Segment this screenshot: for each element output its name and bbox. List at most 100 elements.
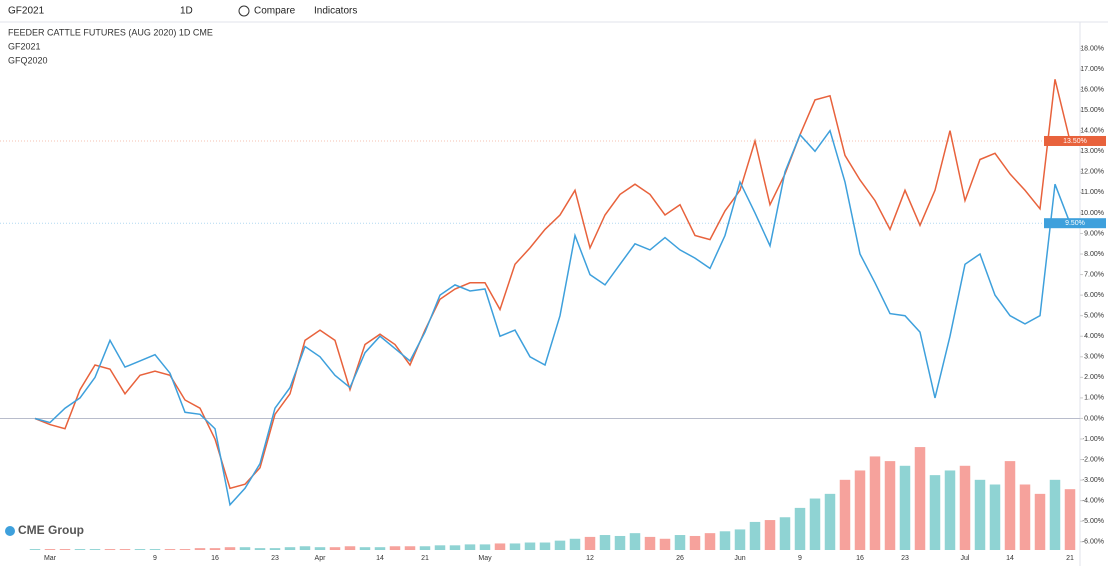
y-tick-label: 7.00% — [1084, 271, 1104, 278]
volume-bar — [764, 520, 776, 550]
volume-bar — [584, 536, 596, 550]
y-tick-label: -1.00% — [1082, 436, 1104, 443]
x-tick-label: 9 — [153, 555, 157, 562]
volume-bar — [389, 546, 401, 550]
y-tick-label: -6.00% — [1082, 539, 1104, 546]
y-tick-label: 13.00% — [1080, 148, 1104, 155]
volume-bar — [839, 479, 851, 550]
x-tick-label: 23 — [271, 555, 279, 562]
x-tick-label: Jul — [961, 555, 970, 562]
indicators[interactable]: Indicators — [314, 6, 357, 17]
interval[interactable]: 1D — [180, 6, 193, 17]
y-tick-label: -3.00% — [1082, 477, 1104, 484]
volume-bar — [914, 447, 926, 550]
volume-bar — [824, 493, 836, 550]
compare[interactable]: Compare — [254, 6, 296, 17]
volume-bar — [299, 546, 311, 550]
x-tick-label: 14 — [1006, 555, 1014, 562]
volume-bar — [539, 542, 551, 550]
volume-bar — [479, 544, 491, 550]
x-tick-label: 16 — [211, 555, 219, 562]
x-tick-label: 21 — [421, 555, 429, 562]
volume-bar — [779, 517, 791, 550]
x-tick-label: Mar — [44, 555, 57, 562]
volume-bar — [179, 549, 191, 550]
x-tick-label: 21 — [1066, 555, 1074, 562]
last-value-label: 9.50% — [1065, 220, 1085, 227]
volume-bar — [434, 545, 446, 550]
volume-bar — [209, 548, 221, 550]
volume-bar — [554, 540, 566, 550]
volume-bar — [1034, 493, 1046, 550]
y-tick-label: 5.00% — [1084, 313, 1104, 320]
volume-bar — [419, 546, 431, 550]
last-value-badge — [1044, 218, 1106, 229]
y-tick-label: 1.00% — [1084, 395, 1104, 402]
volume-bar — [614, 535, 626, 550]
y-tick-label: 11.00% — [1081, 189, 1104, 196]
volume-bar — [509, 543, 521, 550]
compare-icon[interactable] — [238, 5, 250, 17]
symbol[interactable]: GF2021 — [8, 6, 45, 17]
volume-bar — [119, 549, 131, 550]
x-tick-label: 16 — [856, 555, 864, 562]
volume-bar — [1004, 461, 1016, 550]
y-tick-label: 3.00% — [1084, 354, 1104, 361]
chart-title: FEEDER CATTLE FUTURES (AUG 2020) 1D CME — [8, 27, 213, 37]
volume-bar — [59, 549, 71, 550]
series-line — [34, 79, 1071, 490]
y-tick-label: 4.00% — [1084, 333, 1104, 340]
volume-bar — [284, 547, 296, 550]
volume-bar — [659, 538, 671, 550]
volume-bar — [164, 549, 176, 550]
volume-bar — [344, 546, 356, 550]
volume-bar — [899, 465, 911, 550]
volume-bar — [404, 546, 416, 550]
y-tick-label: 10.00% — [1080, 210, 1104, 217]
volume-bar — [974, 479, 986, 550]
y-tick-label: 15.00% — [1080, 107, 1104, 114]
x-tick-label: May — [478, 555, 492, 562]
volume-bar — [1019, 484, 1031, 550]
y-tick-label: 16.00% — [1080, 86, 1104, 93]
volume-bar — [254, 548, 266, 550]
volume-bar — [884, 461, 896, 550]
volume-bar — [689, 535, 701, 550]
volume-bar — [719, 531, 731, 550]
volume-bar — [149, 549, 161, 550]
volume-bar — [644, 536, 656, 550]
volume-bar — [989, 484, 1001, 550]
y-tick-label: -2.00% — [1082, 456, 1104, 463]
volume-bar — [809, 498, 821, 550]
volume-bar — [959, 465, 971, 550]
last-value-badge — [1044, 135, 1106, 146]
y-tick-label: 6.00% — [1084, 292, 1104, 299]
volume-bar — [944, 470, 956, 550]
volume-bar — [464, 544, 476, 550]
y-tick-label: 12.00% — [1080, 169, 1104, 176]
volume-bar — [734, 529, 746, 550]
volume-bar — [374, 547, 386, 550]
volume-bar — [854, 470, 866, 550]
brand-logo — [5, 526, 15, 536]
y-tick-label: 17.00% — [1080, 66, 1104, 73]
x-tick-label: 14 — [376, 555, 384, 562]
brand: CME Group — [18, 523, 84, 537]
volume-bar — [449, 545, 461, 550]
y-tick-label: 8.00% — [1084, 251, 1104, 258]
y-tick-label: 0.00% — [1084, 415, 1104, 422]
last-value-label: 13.50% — [1063, 138, 1087, 145]
series-line — [34, 129, 1071, 507]
x-tick-label: 26 — [676, 555, 684, 562]
y-tick-label: 9.00% — [1084, 230, 1104, 237]
toolbar — [0, 0, 1108, 22]
volume-bar — [29, 549, 41, 550]
volume-bar — [494, 543, 506, 550]
volume-bar — [329, 547, 341, 550]
volume-bar — [794, 507, 806, 550]
y-tick-label: 2.00% — [1084, 374, 1104, 381]
volume-bar — [359, 547, 371, 550]
volume-bar — [194, 548, 206, 550]
volume-bar — [1064, 489, 1076, 550]
